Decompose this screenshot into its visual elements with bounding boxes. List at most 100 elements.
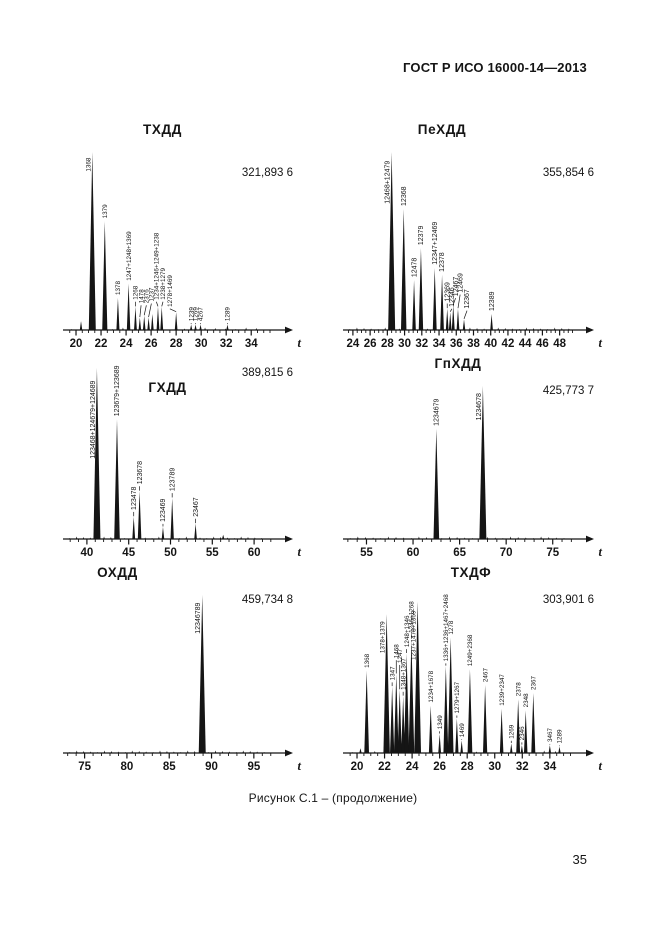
axis-variable-label: t: [599, 336, 603, 350]
peak: [102, 221, 108, 330]
tick-label: 22: [95, 338, 108, 350]
baseline-noise: [395, 537, 397, 539]
peak-label: 4267: [198, 307, 205, 322]
peak: [93, 368, 101, 539]
peak-label: 1368: [85, 157, 92, 172]
peak-label: 1278: [448, 620, 455, 635]
baseline-noise: [517, 537, 519, 539]
peak: [88, 152, 96, 330]
tick-label: 28: [461, 761, 474, 773]
baseline-noise: [410, 538, 413, 539]
chart-title-tcdd: ТХДД: [143, 122, 182, 137]
baseline-noise: [110, 751, 113, 753]
tick-label: 32: [415, 338, 428, 350]
baseline-noise: [212, 536, 215, 539]
baseline-noise: [476, 328, 478, 330]
baseline-noise: [256, 751, 258, 753]
axis-arrow-icon: [285, 535, 293, 543]
baseline-noise: [511, 328, 514, 330]
peak-label: 12469: [457, 273, 464, 293]
peak-label: 1237: [149, 287, 156, 302]
baseline-noise: [502, 538, 504, 539]
peak: [126, 283, 131, 330]
baseline-noise: [235, 329, 237, 330]
axis-variable-label: t: [599, 545, 603, 559]
peak: [510, 743, 513, 753]
tick-label: 22: [378, 761, 391, 773]
peak: [455, 718, 459, 753]
peak-label: 12347+12469: [432, 222, 439, 265]
peak-label: 1368: [364, 653, 371, 668]
peak: [226, 324, 229, 330]
peak-label: 1247: [397, 648, 404, 663]
peak: [138, 317, 142, 330]
baseline-noise: [349, 329, 351, 330]
baseline-noise: [166, 751, 168, 753]
peak: [432, 267, 437, 330]
baseline-noise: [518, 329, 521, 330]
baseline-noise: [387, 536, 390, 539]
baseline-noise: [219, 537, 222, 539]
baseline-noise: [560, 328, 563, 330]
baseline-noise: [471, 538, 474, 539]
chart-ocdd: ОХДД 75 80 85 90 95 t 459,734 8 12346789: [60, 565, 305, 777]
tick-label: 28: [170, 338, 183, 350]
peak-label: 1336+1236+1467+2468: [443, 594, 450, 662]
tick-label: 65: [453, 547, 466, 559]
tick-label: 95: [247, 761, 260, 773]
baseline-noise: [69, 752, 71, 753]
baseline-noise: [568, 328, 570, 330]
mz-value: 321,893 6: [242, 167, 293, 179]
baseline-noise: [469, 327, 471, 330]
peak: [147, 317, 150, 330]
baseline-noise: [122, 327, 124, 330]
chart-title-hxcdd: ГХДД: [148, 380, 187, 395]
tick-label: 24: [406, 761, 419, 773]
tick-label: 80: [121, 761, 134, 773]
tick-label: 30: [398, 338, 411, 350]
peak-label: 123679+123689: [114, 365, 121, 416]
baseline-noise: [214, 750, 217, 753]
chart-canvas-tcdf: 20 22 24 26 28 30 32 34 t 303,901 6 1368 1378+1379 1…: [343, 594, 603, 773]
baseline-noise: [525, 327, 528, 330]
peak-label: 1246+1268: [409, 601, 416, 633]
peak: [142, 315, 146, 330]
baseline-noise: [70, 329, 73, 330]
label-leader-line: [156, 301, 159, 307]
tick-label: 36: [450, 338, 463, 350]
peak-label: 3467: [547, 727, 554, 742]
label-leader-line: [139, 305, 142, 318]
baseline-noise: [426, 328, 429, 330]
peak-label: 2467: [482, 668, 489, 683]
peak-label: 12378: [439, 252, 446, 272]
peak-label: 12346: [449, 287, 456, 307]
chart-pecdd: ПеХДД 24 26 28 30 32 34 36 38 40 42 44 46 48 t 355,854…: [340, 122, 606, 354]
tick-label: 90: [205, 761, 218, 773]
peak: [359, 748, 362, 753]
peak: [388, 152, 396, 330]
peak: [393, 674, 399, 753]
peak-label: 1347: [389, 666, 396, 681]
baseline-noise: [158, 536, 160, 539]
peak: [390, 686, 395, 753]
baseline-noise: [356, 327, 358, 330]
peak-label: 1468: [393, 644, 400, 659]
tick-label: 24: [120, 338, 133, 350]
peak-label: 1239+2347: [499, 674, 506, 706]
baseline-noise: [546, 329, 549, 330]
baseline-noise: [240, 536, 242, 539]
chart-hxcdd: ГХДД 40 45 50 55 60 t 389,815 6 123468+124679+1…: [60, 356, 305, 563]
baseline-noise: [555, 537, 558, 539]
baseline-noise: [532, 328, 535, 330]
peak: [156, 306, 160, 330]
tick-label: 60: [407, 547, 420, 559]
baseline-noise: [178, 538, 181, 539]
baseline-noise: [563, 538, 565, 539]
chart-tcdd: ТХДД 20 22 24 26 28 30 32 34 t 321,893 6 1368 1379 1…: [60, 122, 305, 354]
peak: [161, 527, 165, 539]
charts-grid: ТХДД 20 22 24 26 28 30 32 34 t 321,893 6 1368 1379 1…: [60, 122, 606, 777]
peak-label: 23467: [193, 497, 200, 517]
baseline-noise: [372, 537, 374, 539]
baseline-noise: [384, 327, 386, 330]
